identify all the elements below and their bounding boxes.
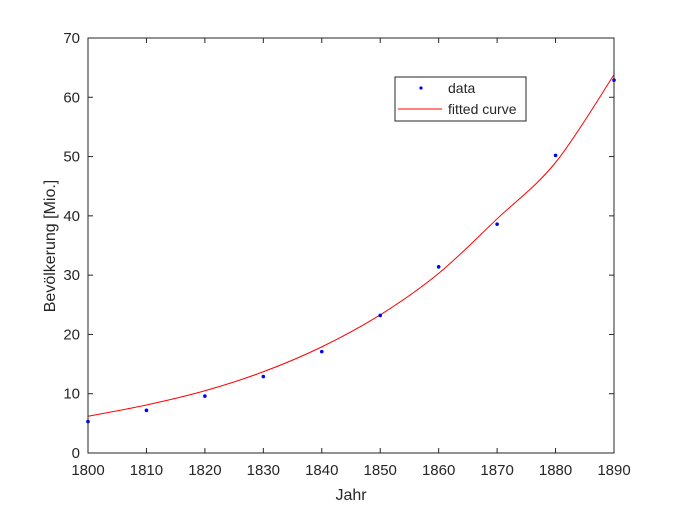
y-tick-label: 30 (63, 267, 80, 284)
y-tick-label: 70 (63, 30, 80, 47)
y-tick-label: 0 (72, 445, 80, 462)
data-point (144, 408, 149, 413)
x-tick-label: 1830 (247, 462, 280, 479)
axes-box (87, 37, 615, 454)
data-point (261, 374, 266, 379)
y-tick-label: 10 (63, 386, 80, 403)
x-tick-label: 1870 (480, 462, 513, 479)
y-axis-label: Bevölkerung [Mio.] (42, 180, 59, 313)
y-tick-label: 60 (63, 89, 80, 106)
fitted-curve-line (87, 74, 615, 417)
legend: data fitted curve (394, 76, 527, 122)
plot-area (88, 38, 614, 453)
data-point (319, 349, 324, 354)
legend-fit-label: fitted curve (448, 101, 517, 117)
x-tick-label: 1880 (539, 462, 572, 479)
data-point (436, 265, 441, 269)
data-point (378, 313, 383, 318)
data-points-layer (86, 78, 616, 424)
x-tick-label: 1840 (305, 462, 338, 479)
x-axis-label: Jahr (335, 487, 367, 504)
fitted-curve-layer (87, 74, 615, 417)
x-tick-label: 1810 (130, 462, 163, 479)
y-tick-label: 50 (63, 149, 80, 166)
legend-box (394, 76, 527, 122)
legend-data-label: data (448, 80, 475, 96)
legend-data-marker (419, 86, 423, 90)
x-ticks: 1800 1810 1820 1830 1840 1850 1860 1870 1880 1890 (71, 38, 631, 479)
x-tick-label: 1890 (597, 462, 630, 479)
data-point (203, 394, 207, 398)
y-tick-label: 20 (63, 326, 80, 343)
x-tick-label: 1850 (364, 462, 397, 479)
y-ticks: 0 10 20 30 40 50 60 70 (63, 30, 614, 462)
x-tick-label: 1800 (71, 462, 104, 479)
data-point (495, 222, 499, 226)
x-tick-label: 1820 (188, 462, 221, 479)
data-point (553, 153, 558, 158)
x-tick-label: 1860 (422, 462, 455, 479)
y-tick-label: 40 (63, 208, 80, 225)
